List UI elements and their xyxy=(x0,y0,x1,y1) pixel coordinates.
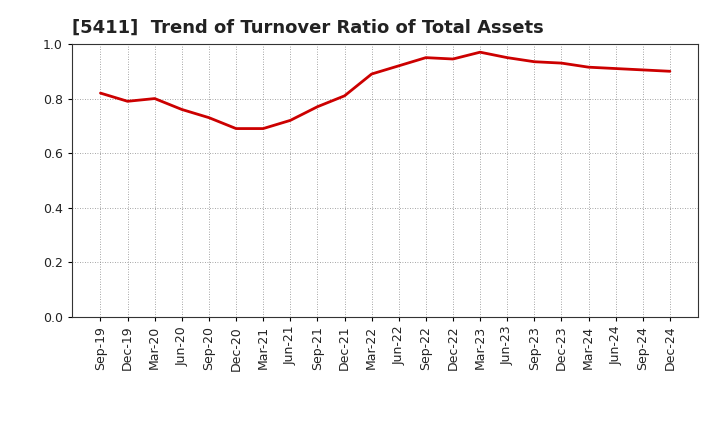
Text: [5411]  Trend of Turnover Ratio of Total Assets: [5411] Trend of Turnover Ratio of Total … xyxy=(72,19,544,37)
